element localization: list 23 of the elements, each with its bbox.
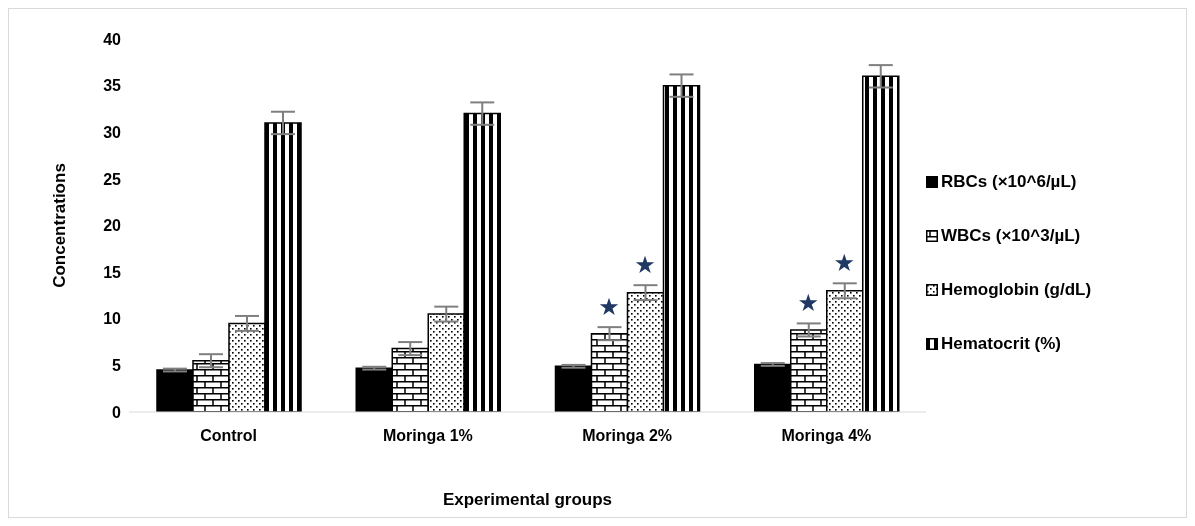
y-tick-label: 5 (112, 357, 122, 375)
x-tick-label: Moringa 2% (582, 427, 673, 445)
annotation: ★ (634, 251, 656, 280)
y-tick-label: 10 (103, 310, 122, 328)
x-tick-label: Moringa 4% (781, 427, 872, 445)
annotation: ★ (833, 249, 856, 278)
legend-label: Hematocrit (%) (941, 334, 1061, 354)
y-tick-label: 30 (103, 123, 122, 141)
y-tick-label: 25 (103, 170, 122, 188)
legend-label: Hemoglobin (g/dL) (941, 280, 1092, 300)
annotation: ★ (797, 289, 820, 318)
legend-label: WBCs (×10^3/µL) (941, 226, 1081, 246)
x-axis-title: Experimental groups (442, 490, 613, 509)
annotation: ★ (598, 293, 620, 322)
y-axis-title: Concentrations (50, 163, 70, 288)
y-tick-label: 20 (103, 217, 122, 235)
x-tick-label: Moringa 1% (382, 427, 473, 445)
y-tick-label: 15 (103, 263, 122, 281)
x-tick-label: Control (200, 427, 258, 445)
y-tick-label: 40 (103, 30, 122, 48)
y-tick-label: 35 (103, 77, 122, 95)
legend-label: RBCs (×10^6/µL) (941, 172, 1077, 192)
y-tick-label: 0 (112, 403, 122, 421)
